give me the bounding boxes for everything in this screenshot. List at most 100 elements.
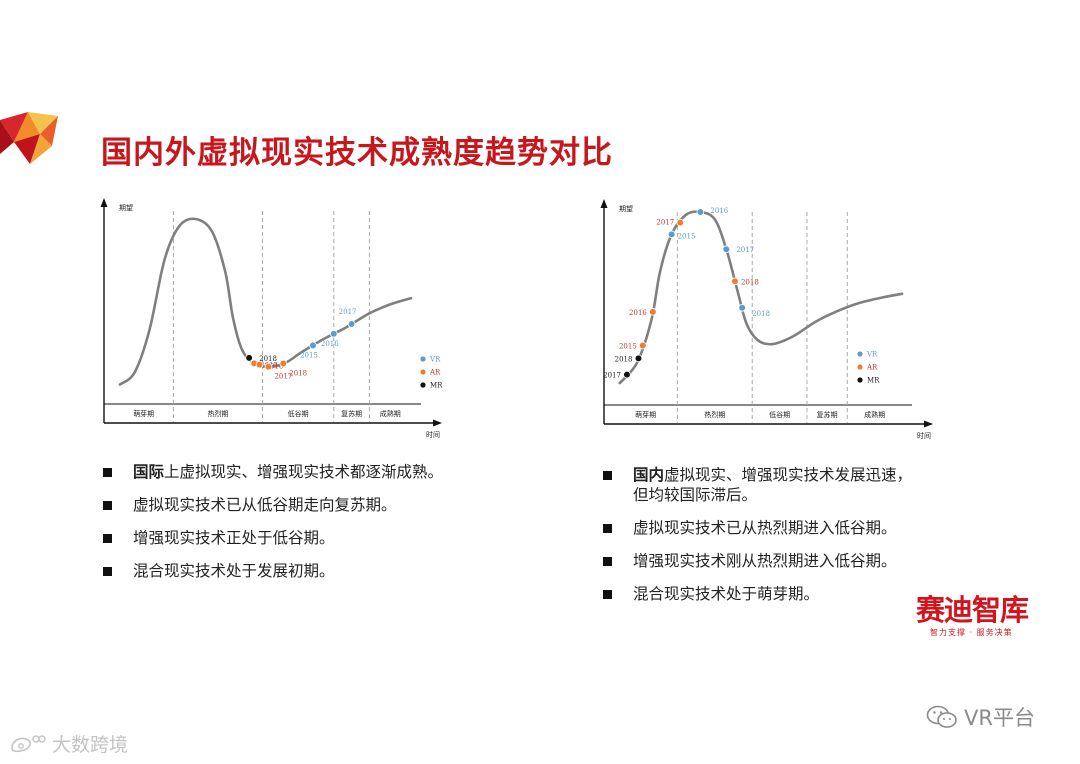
data-point-mr xyxy=(634,354,643,363)
brand-logo: 赛迪智库 智力支撑 · 服务决策 xyxy=(916,593,1056,637)
data-label: 2018 xyxy=(615,355,633,363)
x-axis-label: 时间 xyxy=(426,430,440,439)
legend-marker-vr xyxy=(857,351,863,357)
data-point-ar xyxy=(731,277,739,286)
phase-label: 低谷期 xyxy=(769,410,790,419)
x-axis-arrow xyxy=(433,419,442,427)
data-label: 2018 xyxy=(259,355,277,363)
phase-label: 成熟期 xyxy=(380,409,401,418)
y-axis-label: 期望 xyxy=(119,203,133,212)
bullet-emphasis: 国际 xyxy=(133,463,165,481)
data-label: 2017 xyxy=(274,373,292,381)
corner-decoration xyxy=(0,112,58,164)
data-label: 2018 xyxy=(752,310,770,318)
data-label: 2017 xyxy=(339,308,357,316)
data-point-ar xyxy=(649,308,657,316)
bullet-text: 混合现实技术处于发展初期。 xyxy=(133,562,335,580)
chart-international-svg: 期望时间萌芽期热烈期低谷期复苏期成熟期201520162017201520162… xyxy=(100,198,443,439)
data-point-ar xyxy=(279,359,288,368)
y-axis-label: 期望 xyxy=(619,204,633,213)
data-label: 2016 xyxy=(321,340,339,348)
phase-label: 成熟期 xyxy=(864,410,885,419)
data-point-vr xyxy=(309,341,317,350)
legend-label: VR xyxy=(866,351,878,359)
brand-slogan: 智力支撑 · 服务决策 xyxy=(930,628,1013,637)
legend-marker-mr xyxy=(420,382,426,388)
y-axis-arrow xyxy=(600,199,608,208)
data-label: 2016 xyxy=(266,363,284,371)
data-label: 2015 xyxy=(300,351,318,359)
hype-cycle-chart-international: 期望时间萌芽期热烈期低谷期复苏期成熟期201520162017201520162… xyxy=(96,195,456,445)
phase-label: 萌芽期 xyxy=(635,410,656,419)
legend-label: MR xyxy=(867,377,880,385)
hype-curve xyxy=(118,217,413,386)
bullet-emphasis: 国内 xyxy=(633,466,665,484)
data-point-vr xyxy=(347,320,356,328)
data-point-vr xyxy=(667,230,676,239)
bullet-item: 虚拟现实技术已从低谷期走向复苏期。 xyxy=(101,495,443,515)
bullet-item: 混合现实技术处于发展初期。 xyxy=(101,561,443,581)
data-point-vr xyxy=(329,330,338,338)
bullet-list-domestic: 国内虚拟现实、增强现实技术发展迅速， 但均较国际滞后。虚拟现实技术已从热烈期进入低… xyxy=(601,465,912,617)
hype-curve xyxy=(618,210,904,385)
data-point-vr xyxy=(738,303,746,312)
brand-name: 赛迪智库 xyxy=(916,593,1029,627)
phase-label: 热烈期 xyxy=(207,409,228,418)
bullet-item: 国际上虚拟现实、增强现实技术都逐渐成熟。 xyxy=(101,462,443,482)
data-label: 2016 xyxy=(710,207,728,215)
phase-label: 萌芽期 xyxy=(133,409,154,418)
page-title: 国内外虚拟现实技术成熟度趋势对比 xyxy=(101,135,613,171)
legend-label: VR xyxy=(429,356,441,364)
data-point-ar xyxy=(638,341,647,350)
bullet-item: 增强现实技术刚从热烈期进入低谷期。 xyxy=(601,551,912,571)
data-label: 2017 xyxy=(656,219,674,227)
data-label: 2017 xyxy=(736,246,754,254)
wechat-account-name: VR平台 xyxy=(964,706,1035,730)
bullet-text: 虚拟现实、增强现实技术发展迅速， xyxy=(664,466,913,484)
phase-label: 低谷期 xyxy=(288,409,309,418)
bullet-text-continued: 但均较国际滞后。 xyxy=(633,486,758,504)
bullet-text: 虚拟现实技术已从低谷期走向复苏期。 xyxy=(133,496,397,514)
phase-label: 复苏期 xyxy=(817,410,838,419)
bullet-item: 增强现实技术正处于低谷期。 xyxy=(101,528,443,548)
phase-label: 复苏期 xyxy=(341,409,362,418)
data-point-mr xyxy=(623,370,631,379)
bullet-item: 国内虚拟现实、增强现实技术发展迅速， 但均较国际滞后。 xyxy=(601,465,912,505)
data-point-ar xyxy=(255,360,264,369)
bullet-text: 增强现实技术刚从热烈期进入低谷期。 xyxy=(633,552,897,570)
legend-label: MR xyxy=(430,382,443,390)
data-point-mr xyxy=(245,354,253,362)
bullet-list-international: 国际上虚拟现实、增强现实技术都逐渐成熟。虚拟现实技术已从低谷期走向复苏期。 增强现… xyxy=(101,462,443,594)
data-point-vr xyxy=(722,245,731,253)
bullet-item: 混合现实技术处于萌芽期。 xyxy=(601,584,912,604)
data-label: 2018 xyxy=(289,370,307,378)
data-point-vr xyxy=(696,208,705,216)
data-label: 2018 xyxy=(741,278,759,286)
legend-marker-ar xyxy=(420,369,426,375)
x-axis-arrow xyxy=(924,420,933,428)
bullet-item: 虚拟现实技术已从热烈期进入低谷期。 xyxy=(601,518,912,538)
x-axis-label: 时间 xyxy=(917,431,931,440)
data-point-ar xyxy=(264,362,273,371)
y-axis-arrow xyxy=(100,198,108,207)
data-point-ar xyxy=(676,218,685,227)
data-label: 2016 xyxy=(629,309,647,317)
data-label: 2015 xyxy=(678,232,696,240)
bullet-text: 混合现实技术处于萌芽期。 xyxy=(633,585,820,603)
hype-cycle-chart-domestic: 期望时间 萌芽期 热烈期 低谷期 复苏期 成熟期 2015 2016 2017 2018 2015 2… xyxy=(584,196,940,446)
phase-label: 热烈期 xyxy=(704,410,725,419)
legend-marker-mr xyxy=(857,377,863,383)
bullet-text: 上虚拟现实、增强现实技术都逐渐成熟。 xyxy=(164,463,444,481)
wechat-icon xyxy=(926,705,957,728)
wechat-account-mark: VR平台 xyxy=(926,702,1035,732)
legend-marker-vr xyxy=(420,356,426,362)
legend-marker-ar xyxy=(857,364,863,370)
data-label: 2015 xyxy=(619,343,637,351)
data-label: 2017 xyxy=(603,372,621,380)
watermark-text: 大数跨境 xyxy=(52,734,129,756)
bullet-text: 虚拟现实技术已从热烈期进入低谷期。 xyxy=(633,519,897,537)
legend-label: AR xyxy=(866,364,878,372)
bullet-text: 增强现实技术正处于低谷期。 xyxy=(133,529,335,547)
legend-label: AR xyxy=(429,369,441,377)
